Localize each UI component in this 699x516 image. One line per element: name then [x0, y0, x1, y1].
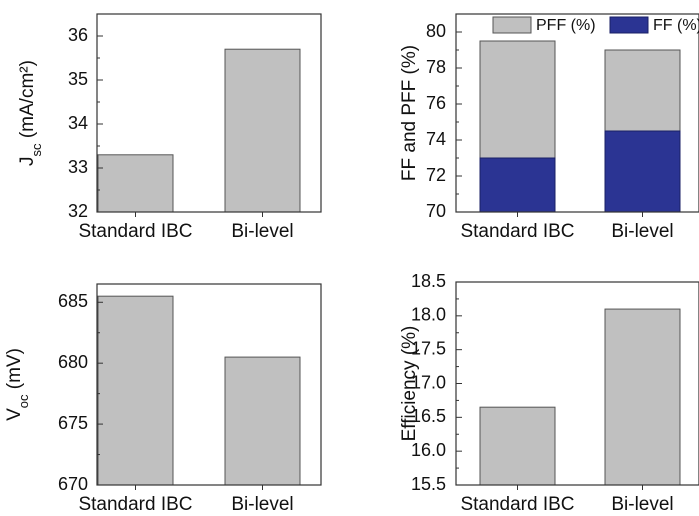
y-tick-label: 36 [68, 25, 88, 45]
bar-ff-0 [479, 157, 556, 213]
y-axis-label-main: J [17, 156, 38, 166]
y-tick-label: 18.0 [411, 305, 446, 325]
bar-1 [224, 48, 301, 213]
x-tick-label: Bi-level [611, 494, 673, 515]
plot-frame [455, 13, 699, 213]
x-tick-label: Standard IBC [78, 494, 192, 515]
legend-label-0: PFF (%) [536, 17, 596, 34]
x-tick-label: Bi-level [231, 494, 293, 515]
x-tick-label: Standard IBC [460, 221, 574, 242]
y-tick-label: 16.0 [411, 440, 446, 460]
x-tick-label: Bi-level [611, 221, 673, 242]
y-tick-label: 32 [68, 201, 88, 221]
x-tick-label: Standard IBC [460, 494, 574, 515]
y-tick-label: 675 [58, 413, 88, 433]
y-tick-label: 17.0 [411, 372, 446, 392]
y-tick-label: 34 [68, 113, 88, 133]
y-axis-label-unit: (mA/cm²) [17, 60, 38, 143]
y-axis-label: FF and PFF (%) [399, 45, 420, 181]
legend-swatch-0 [492, 16, 532, 34]
bar-0 [97, 295, 174, 486]
bar-pff-0 [479, 40, 556, 159]
y-tick-label: 70 [426, 201, 446, 221]
y-axis-label-sub: sc [29, 143, 44, 157]
bar-ff-1 [604, 130, 681, 213]
y-tick-label: 15.5 [411, 474, 446, 494]
y-axis-label: Jsc (mA/cm²) [17, 60, 44, 166]
y-axis-label-unit: (mV) [4, 348, 25, 394]
y-tick-label: 33 [68, 157, 88, 177]
y-tick-label: 18.5 [411, 271, 446, 291]
y-tick-label: 685 [58, 291, 88, 311]
bar-0 [97, 154, 174, 213]
y-axis-label-sub: oc [16, 394, 31, 408]
y-axis-label: Efficiency (%) [399, 326, 420, 442]
y-tick-label: 670 [58, 474, 88, 494]
bar-0 [479, 406, 556, 486]
y-axis-label: Voc (mV) [4, 348, 31, 421]
y-tick-label: 74 [426, 129, 446, 149]
y-tick-label: 16.5 [411, 406, 446, 426]
y-tick-label: 76 [426, 93, 446, 113]
bar-1 [224, 356, 301, 486]
y-tick-label: 680 [58, 352, 88, 372]
y-tick-label: 78 [426, 57, 446, 77]
x-tick-label: Standard IBC [78, 221, 192, 242]
bar-pff-1 [604, 49, 681, 132]
legend-swatch-1 [609, 16, 649, 34]
x-tick-label: Bi-level [231, 221, 293, 242]
y-tick-label: 35 [68, 69, 88, 89]
y-axis-label-main: V [4, 408, 25, 421]
bar-1 [604, 308, 681, 486]
legend-label-1: FF (%) [653, 17, 699, 34]
plot-frame [96, 13, 322, 213]
plot-frame [96, 283, 322, 486]
y-tick-label: 80 [426, 21, 446, 41]
y-tick-label: 72 [426, 165, 446, 185]
y-tick-label: 17.5 [411, 338, 446, 358]
